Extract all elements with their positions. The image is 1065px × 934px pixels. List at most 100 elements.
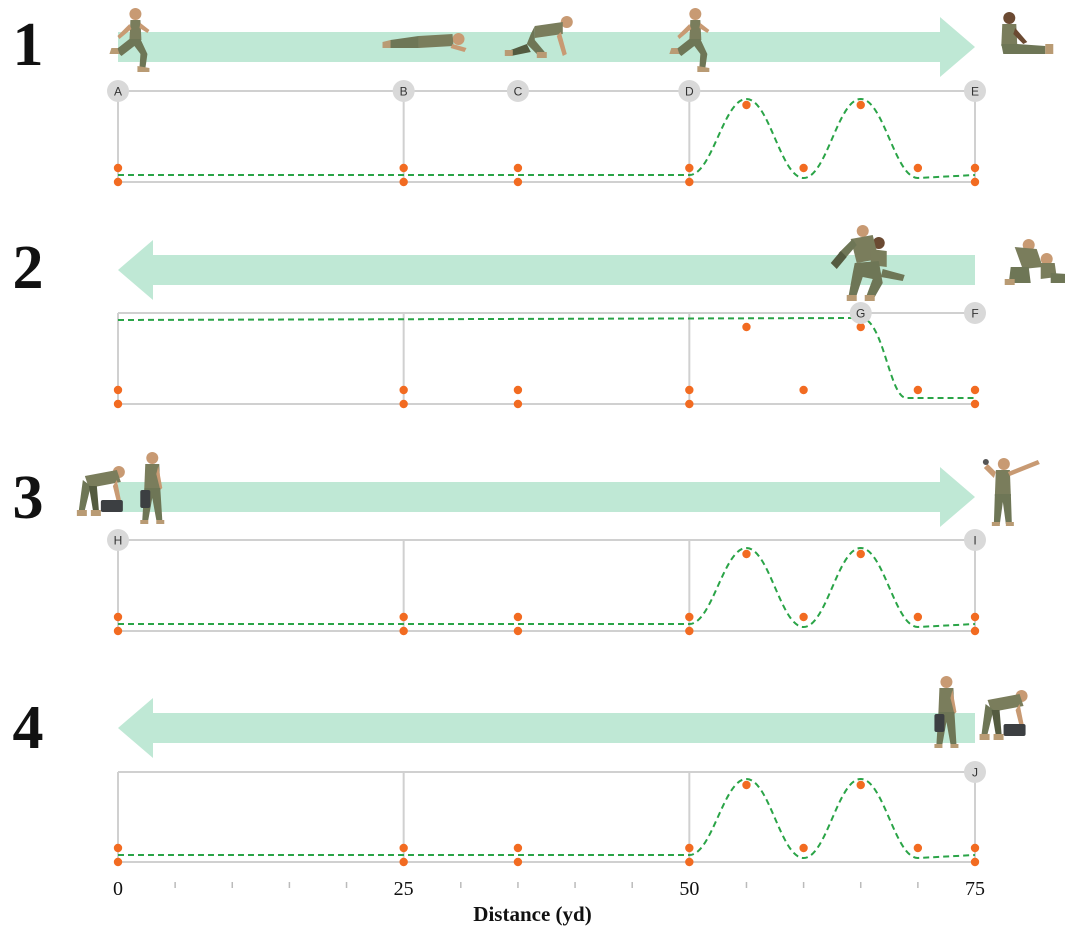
station-node-d: D (678, 80, 701, 102)
panel-number: 2 (13, 234, 44, 302)
station-label: I (973, 534, 976, 548)
station-node-h: H (107, 529, 129, 551)
marker-dot (856, 100, 865, 110)
marker-dot (399, 163, 408, 173)
marker-dot (856, 549, 865, 559)
station-label: J (972, 766, 978, 780)
station-label: B (400, 85, 408, 99)
marker-dot (399, 857, 408, 867)
x-tick-label: 75 (965, 878, 985, 900)
station-label: D (685, 85, 694, 99)
marker-dot (913, 843, 923, 853)
panel-number: 4 (13, 694, 44, 762)
marker-dot (399, 843, 408, 853)
station-label: G (856, 307, 865, 321)
panel-2: 2 G F (13, 234, 986, 409)
marker-dot (913, 163, 923, 173)
x-tick-label: 0 (113, 878, 123, 900)
station-node-f: F (964, 302, 986, 324)
marker-dot (799, 163, 808, 173)
station-node-i: I (964, 529, 986, 551)
marker-dot (113, 385, 123, 395)
ammo-can-lift-icon-0 (76, 466, 125, 516)
marker-dot (399, 385, 408, 395)
station-node-g: G (849, 302, 872, 324)
marker-dot (113, 177, 123, 187)
station-node-e: E (964, 80, 986, 102)
station-label: H (114, 534, 123, 548)
station-label: C (514, 85, 523, 99)
marker-dot (685, 857, 694, 867)
x-axis: 0 25 50 75 (113, 878, 985, 900)
marker-dot (113, 843, 123, 853)
marker-dot (113, 399, 123, 409)
marker-dot (513, 612, 523, 622)
station-label: F (971, 307, 978, 321)
marker-dot (113, 626, 123, 636)
marker-dot (742, 549, 751, 559)
sprinting-soldier-icon-3 (669, 8, 710, 72)
panel-1: 1 A B C D E (13, 11, 986, 187)
station-node-b: B (392, 80, 415, 102)
marker-dot (970, 843, 980, 853)
marker-dot (685, 612, 694, 622)
marker-dot (799, 843, 808, 853)
marker-dot (913, 385, 923, 395)
marker-dot (685, 177, 694, 187)
marker-dot (970, 857, 980, 867)
station-node-j: J (964, 761, 986, 783)
marker-dot (399, 612, 408, 622)
marker-dot (799, 385, 808, 395)
panel-3: 3 H I (13, 464, 986, 636)
marker-dot (399, 626, 408, 636)
marker-dot (970, 399, 980, 409)
direction-arrow (118, 240, 975, 300)
marker-dot (856, 322, 865, 332)
route-curve (118, 777, 976, 860)
direction-arrow (118, 698, 975, 758)
marker-dot (513, 626, 523, 636)
marker-dot (685, 163, 694, 173)
marker-dot (970, 177, 980, 187)
station-label: E (971, 85, 979, 99)
direction-arrow (118, 17, 975, 77)
x-axis-title: Distance (yd) (473, 902, 592, 926)
marker-dot (799, 612, 808, 622)
fireman-carry-icon-0 (830, 225, 905, 301)
marker-dot (970, 626, 980, 636)
marker-dot (513, 857, 523, 867)
marker-dot (399, 399, 408, 409)
marker-dot (513, 163, 523, 173)
x-tick-label: 25 (394, 878, 414, 900)
route-curve (117, 316, 975, 399)
x-tick-label: 50 (679, 878, 699, 900)
marker-dot (685, 399, 694, 409)
route-curve (118, 97, 976, 180)
marker-dot (856, 780, 865, 790)
marker-dot (970, 163, 980, 173)
marker-dot (913, 612, 923, 622)
grenade-throw-icon-2 (982, 458, 1040, 526)
marker-dot (399, 177, 408, 187)
marker-dot (685, 843, 694, 853)
sprinting-soldier-icon-0 (109, 8, 150, 72)
marker-dot (970, 385, 980, 395)
panel-4: 4J (13, 694, 986, 867)
marker-dot (513, 399, 523, 409)
marker-dot (113, 857, 123, 867)
marker-dot (513, 177, 523, 187)
route-curve (118, 546, 976, 629)
station-node-a: A (107, 80, 129, 102)
marker-dot (113, 612, 123, 622)
panel-number: 3 (13, 464, 44, 532)
marker-dot (513, 843, 523, 853)
marker-dot (685, 626, 694, 636)
ammo-can-lift-icon-1 (979, 690, 1028, 740)
marker-dot (685, 385, 694, 395)
crawling-soldier-icon-1 (382, 33, 467, 52)
ammo-can-carry-icon-0 (934, 676, 959, 748)
crouching-soldier-icon-2 (504, 16, 573, 58)
marker-dot (742, 780, 751, 790)
marker-dot (513, 385, 523, 395)
